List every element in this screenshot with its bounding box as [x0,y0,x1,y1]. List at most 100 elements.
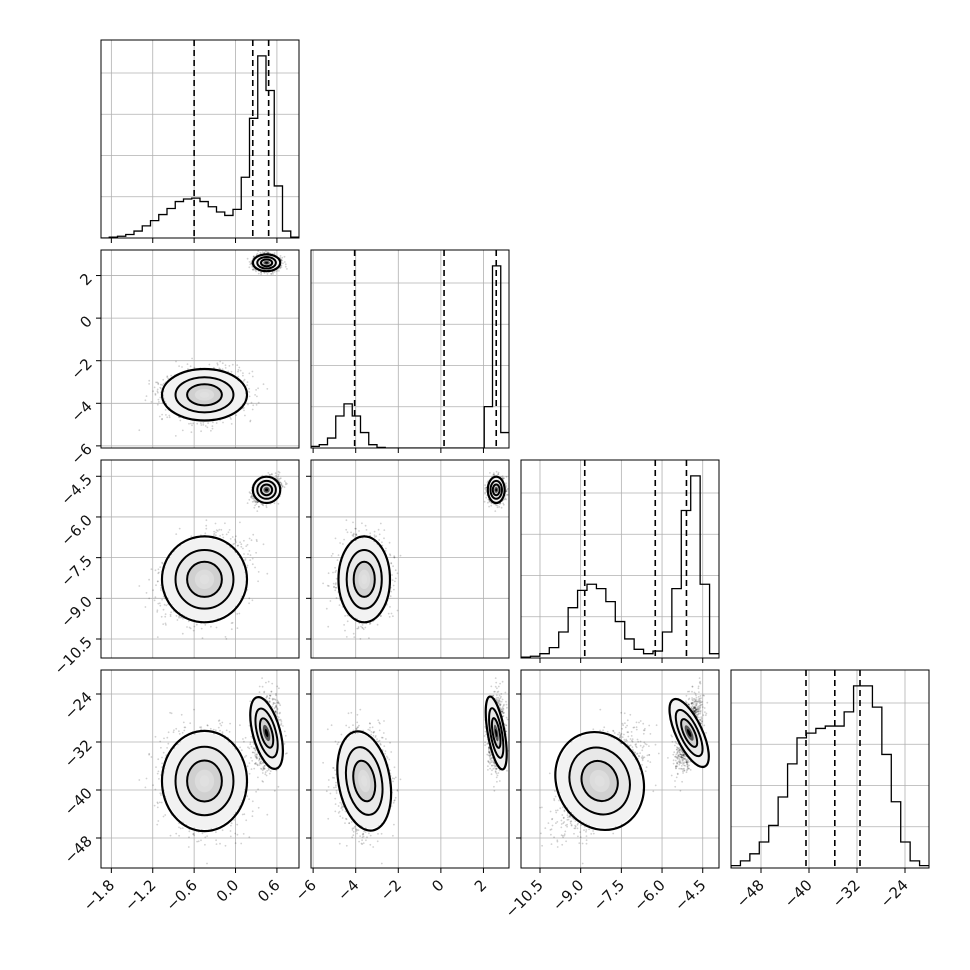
sample-point [175,533,178,535]
sample-point [161,413,164,416]
sample-point [277,478,280,481]
sample-point [271,271,274,274]
sample-point [156,388,159,391]
sample-point [148,597,151,600]
sample-point [260,271,263,274]
sample-point [152,589,155,592]
sample-point [154,569,157,572]
sample-point [205,519,208,522]
sample-point [215,529,218,531]
sample-point [175,615,178,617]
sample-point [156,636,159,638]
sample-point [286,268,288,270]
sample-point [168,414,171,417]
sample-point [251,266,254,268]
sample-point [218,367,221,370]
sample-point [189,365,192,368]
sample-point [195,623,198,626]
sample-point [237,544,240,547]
sample-point [257,580,259,583]
sample-point [200,430,203,433]
sample-point [250,496,253,499]
sample-point [254,501,257,503]
sample-point [157,383,160,386]
sample-point [163,603,166,606]
sample-point [187,620,190,623]
sample-point [159,396,162,399]
sample-point [260,271,262,274]
sample-point [257,401,260,404]
density-contour [256,256,277,270]
sample-point [210,625,212,628]
sample-point [263,272,266,274]
sample-point [242,547,244,550]
sample-point [257,272,260,275]
sample-point [242,372,244,374]
sample-point [190,422,192,425]
sample-point [228,529,231,531]
sample-point [165,604,168,607]
sample-point [224,364,227,367]
sample-point [148,383,151,385]
sample-point [256,501,259,504]
sample-point [222,421,224,424]
sample-point [243,378,246,381]
sample-point [253,499,255,501]
sample-point [244,558,247,560]
sample-point [186,363,189,365]
panel-2-0: −10.5−9.0−7.5−6.0−4.5 [51,459,300,678]
sample-point [231,363,234,366]
sample-point [248,395,251,398]
density-contour [186,383,223,407]
sample-point [266,388,269,390]
tick-label-y: −6 [67,440,95,468]
sample-point [161,418,163,421]
sample-point [138,429,141,432]
sample-point [250,496,252,498]
sample-point [252,533,255,536]
sample-point [243,553,245,555]
sample-point [255,501,257,503]
sample-point [157,580,159,583]
sample-point [248,602,251,605]
sample-point [161,418,164,420]
panel-content [138,250,288,437]
sample-point [249,420,252,423]
sample-point [251,268,254,271]
histogram-step [101,55,299,238]
sample-point [213,530,216,533]
sample-point [242,380,245,382]
sample-point [270,273,272,275]
sample-point [156,403,159,406]
sample-point [244,559,246,562]
sample-point [201,637,204,639]
panel-frame [310,249,510,449]
sample-point [230,628,233,631]
sample-point [270,273,273,275]
sample-point [280,264,283,267]
panel-content [138,470,288,640]
sample-point [256,395,258,398]
sample-point [150,401,153,403]
sample-point [161,562,164,565]
sample-point [161,384,164,386]
sample-point [232,543,235,546]
sample-point [283,486,286,489]
sample-point [205,524,208,527]
sample-point [200,627,203,630]
sample-point [275,270,278,273]
sample-point [252,256,255,258]
sample-point [255,503,258,505]
sample-point [164,615,167,618]
panel-frame [100,249,300,449]
sample-point [251,563,254,566]
panel-content [101,40,299,238]
sample-point [191,357,194,360]
sample-point [228,365,231,367]
sample-point [193,366,196,369]
sample-point [267,251,270,254]
sample-point [153,599,156,602]
sample-point [215,626,218,629]
sample-point [248,537,251,540]
sample-point [248,261,251,263]
